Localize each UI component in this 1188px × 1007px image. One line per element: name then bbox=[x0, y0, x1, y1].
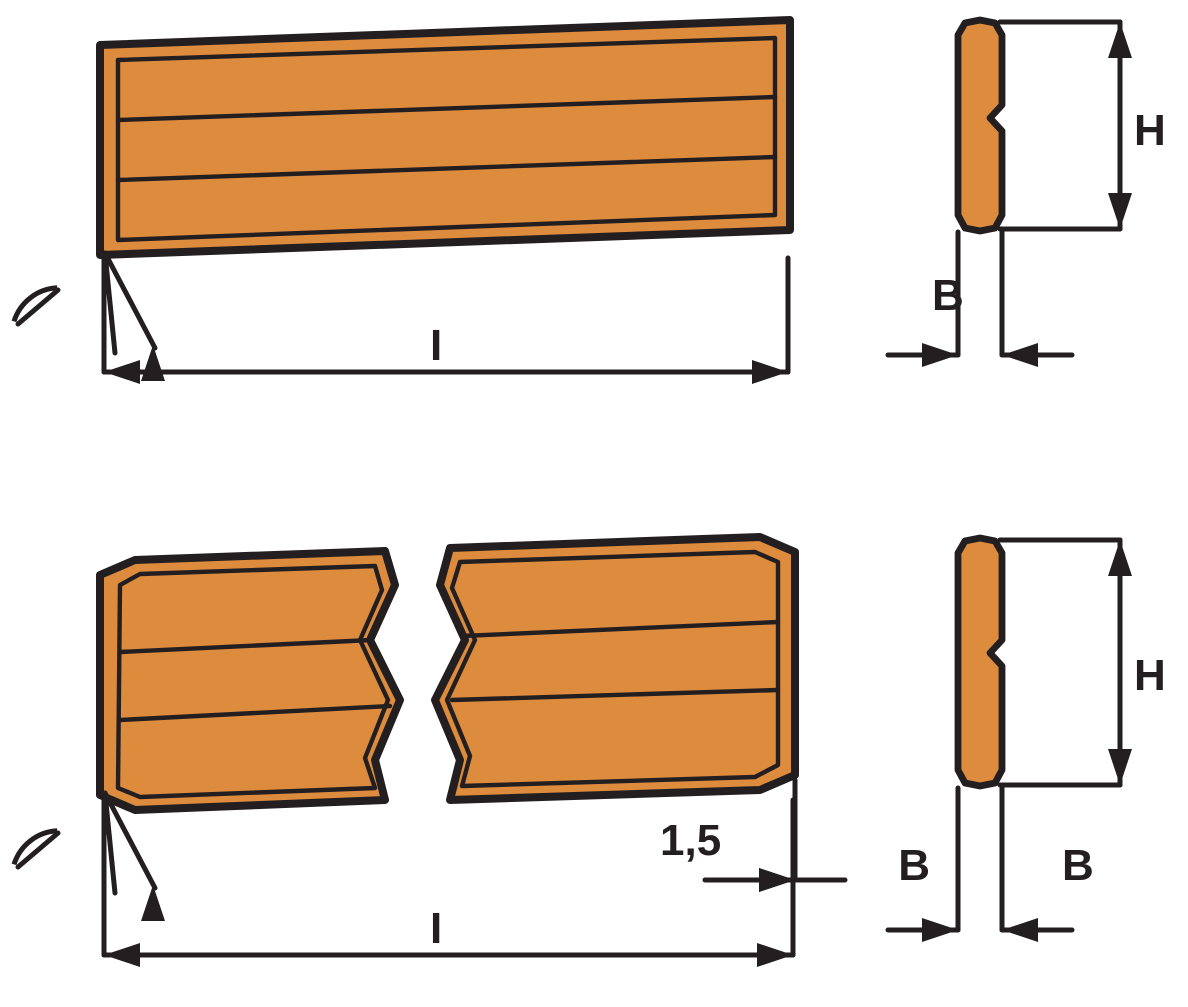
arrowhead bbox=[1002, 343, 1038, 367]
top-dim-H-label: H bbox=[1134, 106, 1166, 155]
arrowhead bbox=[1108, 749, 1132, 785]
arrowhead bbox=[922, 343, 958, 367]
bot-dim-B-left-label: B bbox=[898, 841, 930, 890]
bot-front-right-outer bbox=[435, 537, 795, 800]
arrowhead bbox=[759, 868, 795, 892]
arrowhead bbox=[1002, 918, 1038, 942]
arrowhead bbox=[104, 360, 140, 384]
bot-dim-H-label: H bbox=[1134, 651, 1166, 700]
top-dim-I-label: I bbox=[430, 321, 442, 370]
arrowhead bbox=[1108, 540, 1132, 576]
bot-chamfer-label: 1,5 bbox=[660, 816, 721, 865]
arrowhead bbox=[1108, 193, 1132, 229]
bot-angle-arc bbox=[14, 831, 57, 865]
arrowhead bbox=[141, 345, 165, 381]
arrowhead bbox=[104, 943, 140, 967]
arrowhead bbox=[752, 360, 788, 384]
bot-dim-B-right-label: B bbox=[1062, 841, 1094, 890]
top-dim-B-label: B bbox=[932, 271, 964, 320]
arrowhead bbox=[922, 918, 958, 942]
bot-dim-I-label: I bbox=[430, 904, 442, 953]
bot-front-left-outer bbox=[100, 551, 400, 810]
bot-side bbox=[958, 538, 1002, 786]
arrowhead bbox=[141, 885, 165, 921]
top-side bbox=[958, 20, 1002, 231]
arrowhead bbox=[757, 943, 793, 967]
arrowhead bbox=[1108, 22, 1132, 58]
top-angle-arc bbox=[14, 288, 57, 322]
